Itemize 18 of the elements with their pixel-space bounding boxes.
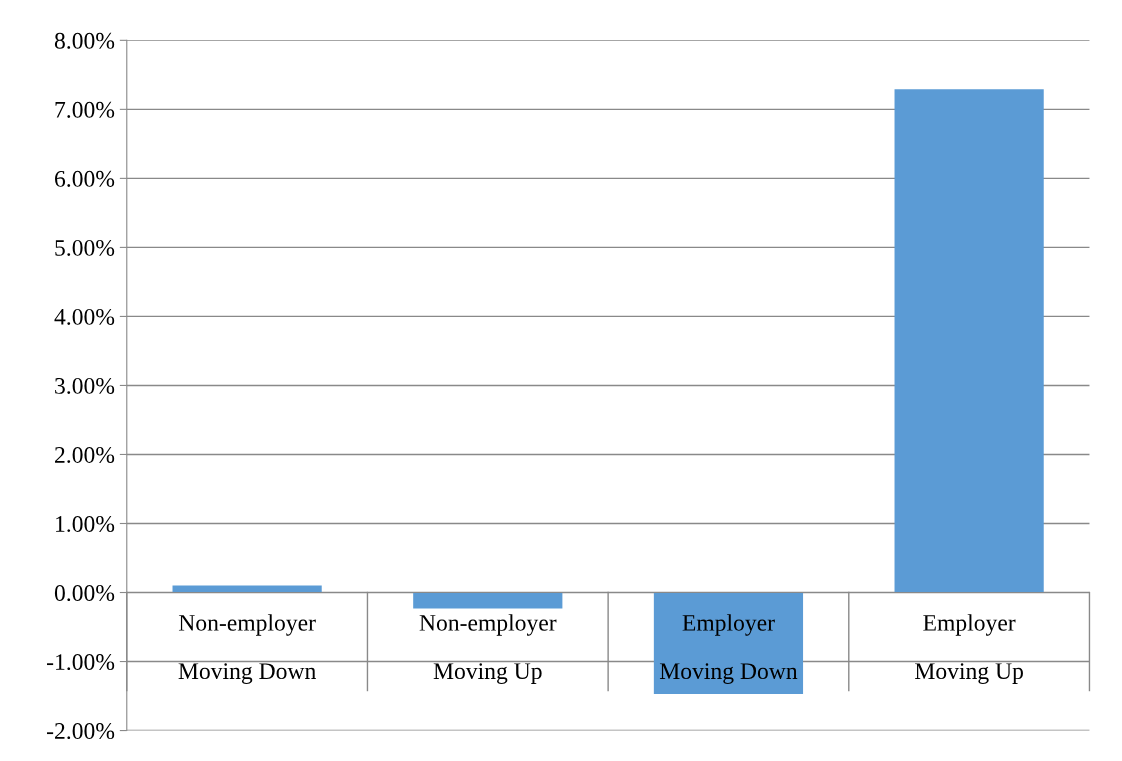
x-tick-label: Non-employer Moving Up	[419, 614, 557, 684]
y-tick-label: -1.00%	[47, 654, 115, 671]
x-tick-label: Employer Moving Down	[659, 614, 798, 684]
x-tick-label: Non-employer Moving Down	[178, 614, 316, 684]
y-tick-label: 1.00%	[56, 515, 115, 533]
y-tick-label: 0.00%	[54, 585, 115, 602]
bar	[894, 89, 1044, 593]
y-tick-label: 6.00%	[55, 170, 115, 187]
y-tick-label: 3.00%	[55, 377, 115, 394]
x-tick-label: Employer Moving Up	[915, 614, 1023, 684]
y-tick-label: 8.00%	[54, 32, 115, 49]
y-tick-label: -2.00%	[47, 723, 115, 740]
y-tick-label: 2.00%	[55, 446, 115, 463]
y-tick-label: 7.00%	[55, 101, 115, 118]
bar	[653, 592, 804, 694]
y-tick-label: 4.00%	[54, 308, 115, 325]
y-tick-label: 5.00%	[55, 239, 115, 256]
bar	[413, 592, 563, 609]
